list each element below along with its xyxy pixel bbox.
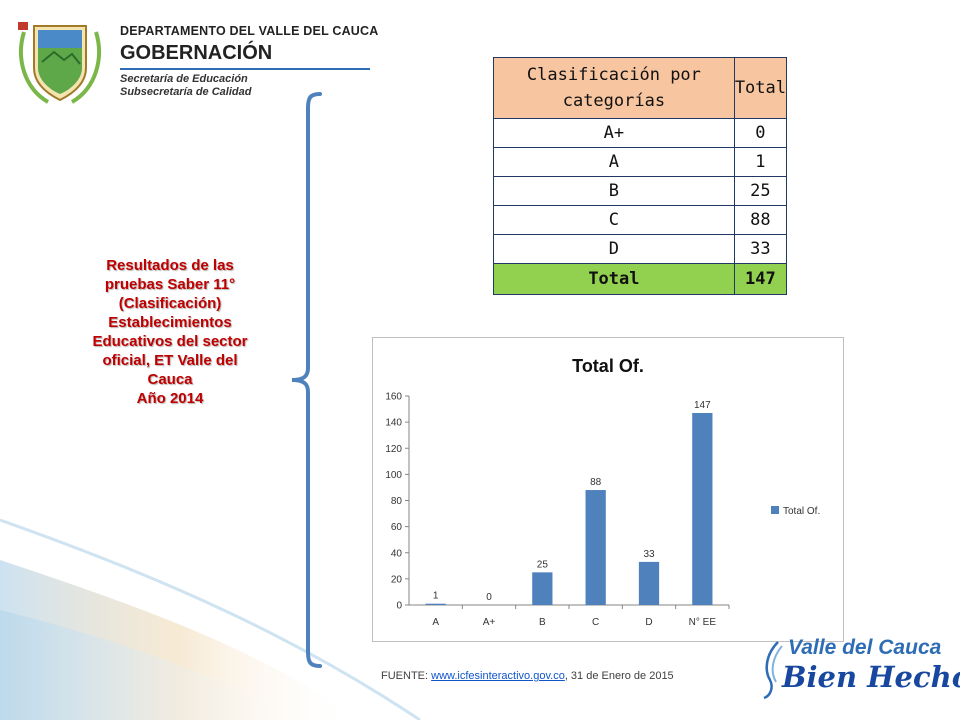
bar (638, 561, 660, 605)
bar (585, 490, 606, 605)
bar (692, 412, 713, 605)
legend-label: Total Of. (783, 506, 820, 517)
curly-bracket (291, 92, 322, 668)
bar-chart: Total Of. 0 20 40 60 80 100 120 140 160 A A+ B C D N°… (372, 337, 844, 642)
x-tick-label: A+ (483, 617, 496, 628)
category-cell: D (493, 234, 735, 264)
header-cell-category: Clasificación por categorías (493, 57, 735, 119)
bar (425, 603, 446, 605)
category-cell: B (493, 176, 735, 206)
title-line: Establecimientos (108, 314, 232, 331)
table-row: D 33 (493, 234, 788, 264)
department-name: DEPARTAMENTO DEL VALLE DEL CAUCA (120, 24, 379, 38)
subsecretaria-label: Subsecretaría de Calidad (120, 86, 252, 98)
table-row: B 25 (493, 176, 788, 206)
y-tick-label: 160 (385, 392, 402, 403)
table-row: C 88 (493, 205, 788, 235)
bars: 1 0 25 88 33 147 (425, 400, 713, 605)
y-tick-label: 60 (391, 522, 403, 533)
y-tick-label: 20 (391, 574, 403, 585)
y-tick-label: 100 (385, 470, 402, 481)
x-tick-label: A (432, 617, 439, 628)
category-cell: A+ (493, 118, 735, 148)
total-cell: 1 (733, 147, 788, 177)
total-cell: 0 (733, 118, 788, 148)
y-tick-label: 120 (385, 444, 402, 455)
source-link[interactable]: www.icfesinteractivo.gov.co (431, 670, 565, 682)
title-line: Año 2014 (136, 390, 204, 407)
source-prefix: FUENTE: (381, 670, 432, 682)
title-line: Educativos del sector (92, 333, 248, 350)
y-axis: 0 20 40 60 80 100 120 140 160 (385, 392, 410, 612)
source-note: FUENTE: www.icfesinteractivo.gov.co, 31 … (381, 670, 674, 682)
y-tick-label: 80 (391, 496, 403, 507)
legend-swatch (771, 506, 779, 514)
title-line: pruebas Saber 11° (104, 276, 236, 293)
gobernacion-label: GOBERNACIÓN (120, 42, 273, 64)
table-row: A 1 (493, 147, 788, 177)
x-tick-label: C (592, 617, 599, 628)
data-label: 25 (537, 559, 549, 570)
total-label-cell: Total (493, 263, 735, 295)
chart-title: Total Of. (572, 356, 644, 376)
bar (532, 572, 553, 605)
logo-line-1: Valle del Cauca (788, 636, 942, 659)
header: DEPARTAMENTO DEL VALLE DEL CAUCA GOBERNA… (14, 18, 378, 104)
coat-of-arms-icon (18, 22, 101, 104)
header-divider (120, 68, 370, 70)
total-cell: 33 (733, 234, 788, 264)
data-label: 88 (590, 477, 602, 488)
table-header-row: Clasificación por categorías Total (493, 57, 788, 119)
title-line: oficial, ET Valle del (102, 352, 238, 369)
table-total-row: Total 147 (493, 263, 788, 295)
category-cell: C (493, 205, 735, 235)
category-cell: A (493, 147, 735, 177)
data-label: 147 (694, 400, 711, 411)
total-cell: 88 (733, 205, 788, 235)
legend: Total Of. (771, 506, 820, 517)
x-tick-label: B (539, 617, 546, 628)
valle-del-cauca-logo: Valle del Cauca Bien Hecho! (760, 636, 960, 706)
title-line: Resultados de las (106, 257, 234, 274)
logo-swoosh-icon (763, 641, 783, 700)
data-label: 33 (643, 549, 655, 560)
secretaria-label: Secretaría de Educación (120, 73, 248, 85)
total-cell: 25 (733, 176, 788, 206)
x-tick-label: N° EE (689, 617, 717, 628)
total-value-cell: 147 (733, 263, 788, 295)
logo-line-2: Bien Hecho! (782, 660, 960, 694)
slide-title: Resultados de las pruebas Saber 11° (Cla… (70, 256, 270, 408)
classification-table: Clasificación por categorías Total A+ 0 … (493, 57, 788, 295)
table-row: A+ 0 (493, 118, 788, 148)
y-tick-label: 140 (385, 418, 402, 429)
source-date: , 31 de Enero de 2015 (564, 670, 674, 682)
title-line: (Clasificación) (118, 295, 222, 312)
data-label: 0 (486, 592, 492, 603)
title-line: Cauca (147, 371, 193, 388)
header-cell-total: Total (733, 57, 788, 119)
x-tick-label: D (645, 617, 652, 628)
x-axis: A A+ B C D N° EE (409, 604, 730, 628)
y-tick-label: 40 (391, 548, 403, 559)
bar-chart-svg: Total Of. 0 20 40 60 80 100 120 140 160 A A+ B C D N°… (385, 356, 820, 628)
y-tick-label: 0 (396, 601, 402, 612)
data-label: 1 (433, 591, 439, 602)
